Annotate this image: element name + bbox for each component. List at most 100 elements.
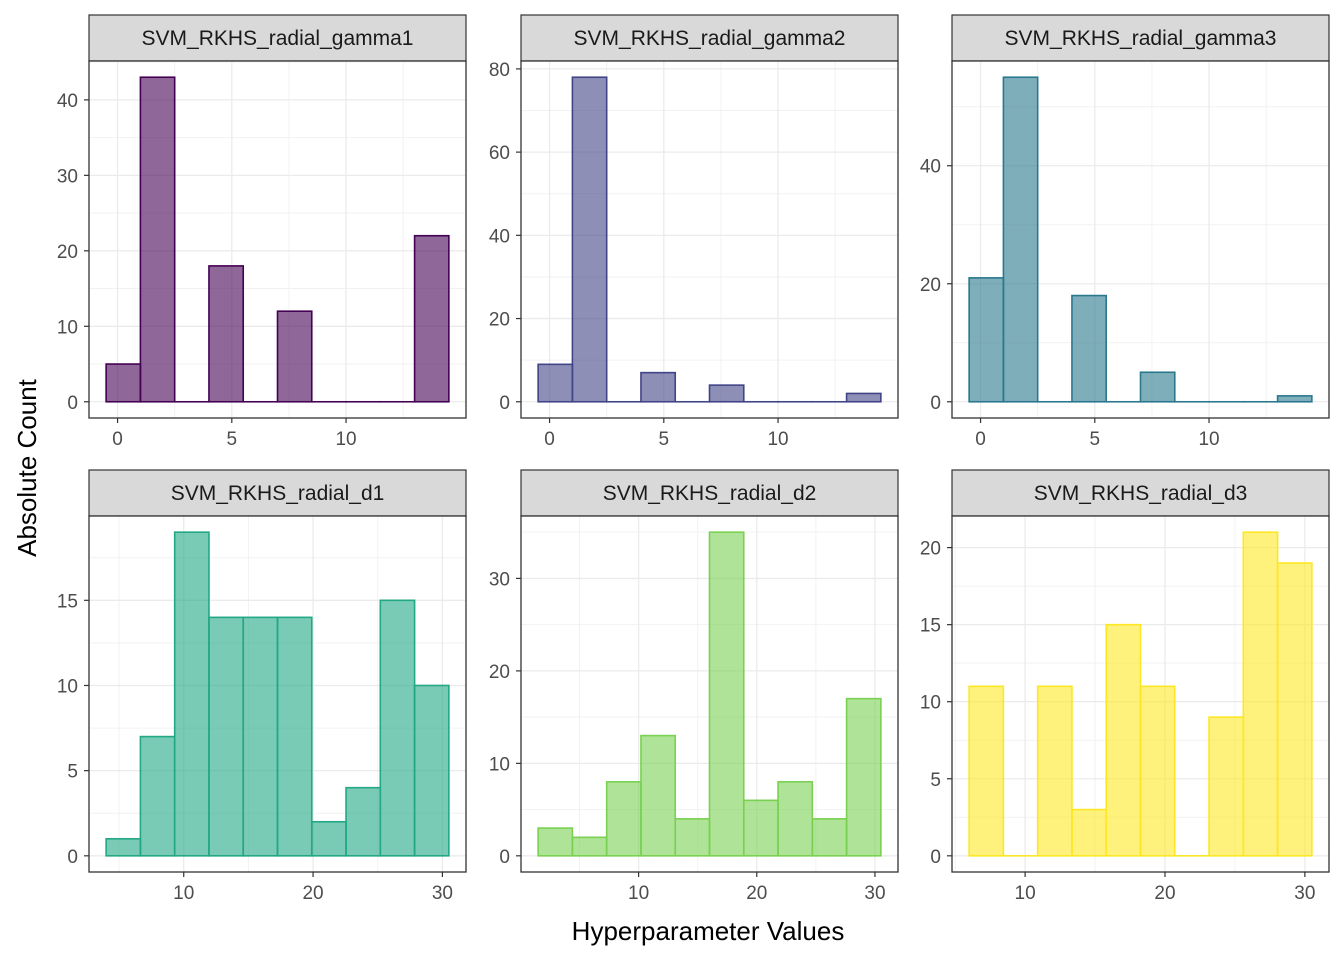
facet-panel-5: SVM_RKHS_radial_d2 10 20 30 0 10 20 30 bbox=[489, 469, 899, 904]
histogram-bar bbox=[968, 685, 1005, 857]
histogram-bar bbox=[708, 531, 745, 857]
x-tick-label: 30 bbox=[432, 883, 453, 904]
y-tick-label: 15 bbox=[920, 616, 941, 637]
x-tick-label: 10 bbox=[767, 429, 788, 450]
histogram-bar bbox=[276, 310, 313, 403]
facet-strip bbox=[88, 469, 467, 517]
histogram-bar bbox=[173, 531, 210, 857]
panel-border bbox=[520, 60, 899, 419]
facet-strip bbox=[88, 14, 467, 62]
histogram-bar bbox=[1276, 395, 1313, 403]
facet-panel-1: SVM_RKHS_radial_gamma1 0 5 10 0 10 20 30 40 bbox=[57, 14, 467, 450]
y-tick-label: 40 bbox=[920, 157, 941, 178]
x-tick-label: 5 bbox=[659, 429, 670, 450]
histogram-bar bbox=[571, 836, 608, 857]
histogram-bar bbox=[105, 363, 142, 403]
facet-strip-label: SVM_RKHS_radial_d2 bbox=[603, 482, 817, 505]
y-tick-label: 0 bbox=[930, 393, 941, 414]
x-tick-label: 10 bbox=[1198, 429, 1219, 450]
histogram-bar bbox=[242, 616, 279, 857]
facet-panel-6: SVM_RKHS_radial_d3 10 20 30 0 5 10 15 20 bbox=[920, 469, 1330, 904]
histogram-bar bbox=[742, 799, 779, 857]
histogram-bar bbox=[345, 786, 382, 857]
facet-strip bbox=[520, 469, 899, 517]
histogram-bar bbox=[413, 684, 450, 857]
x-tick-label: 5 bbox=[1090, 429, 1101, 450]
x-tick-label: 10 bbox=[335, 429, 356, 450]
y-tick-label: 20 bbox=[489, 310, 510, 331]
x-tick-label: 10 bbox=[628, 883, 649, 904]
y-tick-label: 10 bbox=[920, 693, 941, 714]
x-tick-label: 0 bbox=[975, 429, 986, 450]
y-tick-label: 5 bbox=[930, 770, 941, 791]
y-tick-label: 10 bbox=[57, 317, 78, 338]
y-tick-label: 40 bbox=[57, 91, 78, 112]
panel-border bbox=[520, 515, 899, 873]
histogram-bar bbox=[379, 599, 416, 857]
x-tick-label: 30 bbox=[864, 883, 885, 904]
histogram-bar bbox=[1276, 562, 1313, 857]
histogram-bar bbox=[640, 371, 677, 403]
panel-border bbox=[88, 60, 467, 419]
y-tick-label: 60 bbox=[489, 143, 510, 164]
facet-panel-3: SVM_RKHS_radial_gamma3 0 5 10 0 20 40 bbox=[920, 14, 1330, 450]
y-tick-label: 10 bbox=[57, 676, 78, 697]
histogram-bar bbox=[208, 265, 245, 403]
histogram-bar bbox=[1071, 808, 1108, 857]
y-tick-label: 20 bbox=[57, 242, 78, 263]
y-tick-label: 30 bbox=[57, 166, 78, 187]
y-tick-label: 0 bbox=[67, 847, 78, 868]
histogram-bar bbox=[1242, 531, 1279, 857]
histogram-bar bbox=[1002, 76, 1039, 403]
y-tick-label: 0 bbox=[499, 847, 510, 868]
y-tick-label: 0 bbox=[499, 393, 510, 414]
histogram-bar bbox=[968, 277, 1005, 403]
histogram-bar bbox=[139, 735, 176, 857]
y-tick-label: 0 bbox=[930, 847, 941, 868]
facet-strip-label: SVM_RKHS_radial_gamma2 bbox=[574, 27, 846, 50]
histogram-bar bbox=[413, 234, 450, 403]
histogram-bar bbox=[1208, 716, 1245, 857]
histogram-bar bbox=[777, 781, 814, 857]
histogram-bar bbox=[674, 818, 711, 857]
facet-strip-label: SVM_RKHS_radial_gamma1 bbox=[142, 27, 414, 50]
y-tick-label: 40 bbox=[489, 226, 510, 247]
x-tick-label: 10 bbox=[1015, 883, 1036, 904]
facet-strip bbox=[951, 14, 1330, 62]
x-tick-label: 20 bbox=[1154, 883, 1175, 904]
histogram-bar bbox=[537, 827, 574, 857]
histogram-bar bbox=[1105, 623, 1142, 857]
x-tick-label: 30 bbox=[1294, 883, 1315, 904]
facet-strip-label: SVM_RKHS_radial_d1 bbox=[171, 482, 385, 505]
histogram-bar bbox=[276, 616, 313, 857]
x-tick-label: 0 bbox=[112, 429, 123, 450]
y-tick-label: 10 bbox=[489, 754, 510, 775]
x-axis-title: Hyperparameter Values bbox=[572, 916, 845, 946]
histogram-bar bbox=[1071, 294, 1108, 403]
x-tick-label: 10 bbox=[173, 883, 194, 904]
y-tick-label: 0 bbox=[67, 393, 78, 414]
facet-panel-4: SVM_RKHS_radial_d1 10 20 30 0 5 10 15 bbox=[57, 469, 467, 904]
histogram-bar bbox=[811, 818, 848, 857]
y-tick-label: 80 bbox=[489, 60, 510, 81]
histogram-bar bbox=[605, 781, 642, 857]
histogram-bar bbox=[1036, 685, 1073, 857]
histogram-bar bbox=[1139, 371, 1176, 403]
facet-strip bbox=[520, 14, 899, 62]
facet-strip bbox=[951, 469, 1330, 517]
x-tick-label: 5 bbox=[227, 429, 238, 450]
y-tick-label: 20 bbox=[920, 275, 941, 296]
y-tick-label: 15 bbox=[57, 591, 78, 612]
histogram-bar bbox=[708, 384, 745, 403]
histogram-bar bbox=[208, 616, 245, 857]
histogram-bar bbox=[845, 697, 882, 857]
x-tick-label: 20 bbox=[302, 883, 323, 904]
histogram-bar bbox=[139, 76, 176, 403]
x-tick-label: 20 bbox=[746, 883, 767, 904]
y-tick-label: 20 bbox=[489, 662, 510, 683]
panel-border bbox=[951, 60, 1330, 419]
facet-strip-label: SVM_RKHS_radial_d3 bbox=[1034, 482, 1248, 505]
facet-strip-label: SVM_RKHS_radial_gamma3 bbox=[1005, 27, 1277, 50]
histogram-bar bbox=[537, 363, 574, 403]
panel-border bbox=[951, 515, 1330, 873]
